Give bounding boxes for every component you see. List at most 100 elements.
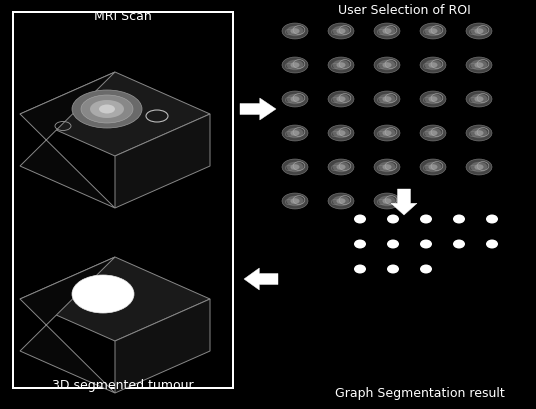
Ellipse shape: [374, 92, 400, 108]
Ellipse shape: [474, 29, 483, 35]
Ellipse shape: [282, 126, 308, 142]
Polygon shape: [115, 115, 210, 209]
Polygon shape: [20, 73, 210, 157]
Ellipse shape: [282, 58, 308, 74]
Polygon shape: [20, 73, 115, 209]
Ellipse shape: [291, 97, 300, 103]
Ellipse shape: [332, 61, 349, 71]
Ellipse shape: [383, 131, 392, 137]
Ellipse shape: [428, 63, 437, 69]
Polygon shape: [20, 257, 115, 393]
Ellipse shape: [428, 165, 437, 171]
Ellipse shape: [486, 240, 498, 249]
Ellipse shape: [90, 101, 124, 119]
Ellipse shape: [354, 265, 366, 274]
Ellipse shape: [328, 193, 354, 209]
Ellipse shape: [420, 92, 446, 108]
Ellipse shape: [378, 162, 396, 173]
Ellipse shape: [466, 160, 492, 175]
Ellipse shape: [72, 91, 142, 129]
Ellipse shape: [287, 61, 303, 71]
Ellipse shape: [354, 240, 366, 249]
Ellipse shape: [337, 97, 346, 103]
Ellipse shape: [453, 215, 465, 224]
Ellipse shape: [466, 24, 492, 40]
Ellipse shape: [81, 96, 133, 124]
Polygon shape: [20, 257, 210, 341]
Ellipse shape: [282, 193, 308, 209]
Ellipse shape: [332, 196, 349, 207]
Ellipse shape: [291, 165, 300, 171]
Ellipse shape: [291, 63, 300, 69]
Ellipse shape: [291, 131, 300, 137]
Ellipse shape: [354, 215, 366, 224]
Ellipse shape: [420, 24, 446, 40]
Ellipse shape: [383, 97, 392, 103]
Ellipse shape: [287, 162, 303, 173]
Ellipse shape: [425, 61, 442, 71]
Ellipse shape: [387, 265, 399, 274]
Ellipse shape: [72, 275, 134, 313]
Ellipse shape: [420, 126, 446, 142]
Ellipse shape: [425, 162, 442, 173]
Ellipse shape: [428, 97, 437, 103]
Ellipse shape: [471, 27, 487, 37]
Ellipse shape: [337, 131, 346, 137]
Ellipse shape: [420, 240, 432, 249]
Ellipse shape: [383, 63, 392, 69]
Ellipse shape: [378, 94, 396, 105]
Ellipse shape: [337, 29, 346, 35]
Ellipse shape: [420, 58, 446, 74]
Polygon shape: [244, 268, 278, 290]
Ellipse shape: [287, 196, 303, 207]
Ellipse shape: [466, 92, 492, 108]
Ellipse shape: [328, 24, 354, 40]
Polygon shape: [391, 189, 417, 216]
Bar: [14, 198, 232, 387]
Ellipse shape: [466, 58, 492, 74]
Ellipse shape: [374, 160, 400, 175]
Ellipse shape: [282, 24, 308, 40]
Bar: [12, 196, 234, 389]
Text: User Selection of ROI: User Selection of ROI: [338, 4, 471, 17]
Ellipse shape: [287, 94, 303, 105]
Ellipse shape: [328, 126, 354, 142]
Ellipse shape: [425, 128, 442, 139]
Ellipse shape: [282, 160, 308, 175]
Ellipse shape: [337, 63, 346, 69]
Ellipse shape: [471, 94, 487, 105]
Text: Graph Segmentation result: Graph Segmentation result: [335, 386, 505, 399]
Ellipse shape: [425, 27, 442, 37]
Ellipse shape: [387, 240, 399, 249]
Ellipse shape: [466, 126, 492, 142]
Ellipse shape: [99, 105, 115, 114]
Ellipse shape: [332, 94, 349, 105]
Ellipse shape: [374, 193, 400, 209]
Polygon shape: [115, 299, 210, 393]
Ellipse shape: [383, 199, 392, 204]
Ellipse shape: [374, 126, 400, 142]
Ellipse shape: [474, 63, 483, 69]
Ellipse shape: [378, 61, 396, 71]
Ellipse shape: [383, 29, 392, 35]
Ellipse shape: [383, 165, 392, 171]
Ellipse shape: [378, 27, 396, 37]
Ellipse shape: [291, 199, 300, 204]
Ellipse shape: [332, 27, 349, 37]
Bar: [14, 14, 232, 202]
Ellipse shape: [486, 215, 498, 224]
Ellipse shape: [474, 97, 483, 103]
Text: 3D segmented tumour: 3D segmented tumour: [52, 378, 194, 391]
Ellipse shape: [474, 131, 483, 137]
Ellipse shape: [328, 92, 354, 108]
Ellipse shape: [374, 24, 400, 40]
Ellipse shape: [287, 128, 303, 139]
Ellipse shape: [471, 61, 487, 71]
Ellipse shape: [332, 162, 349, 173]
Polygon shape: [240, 99, 276, 121]
Ellipse shape: [387, 215, 399, 224]
Ellipse shape: [471, 128, 487, 139]
Ellipse shape: [471, 162, 487, 173]
Ellipse shape: [282, 92, 308, 108]
Ellipse shape: [332, 128, 349, 139]
